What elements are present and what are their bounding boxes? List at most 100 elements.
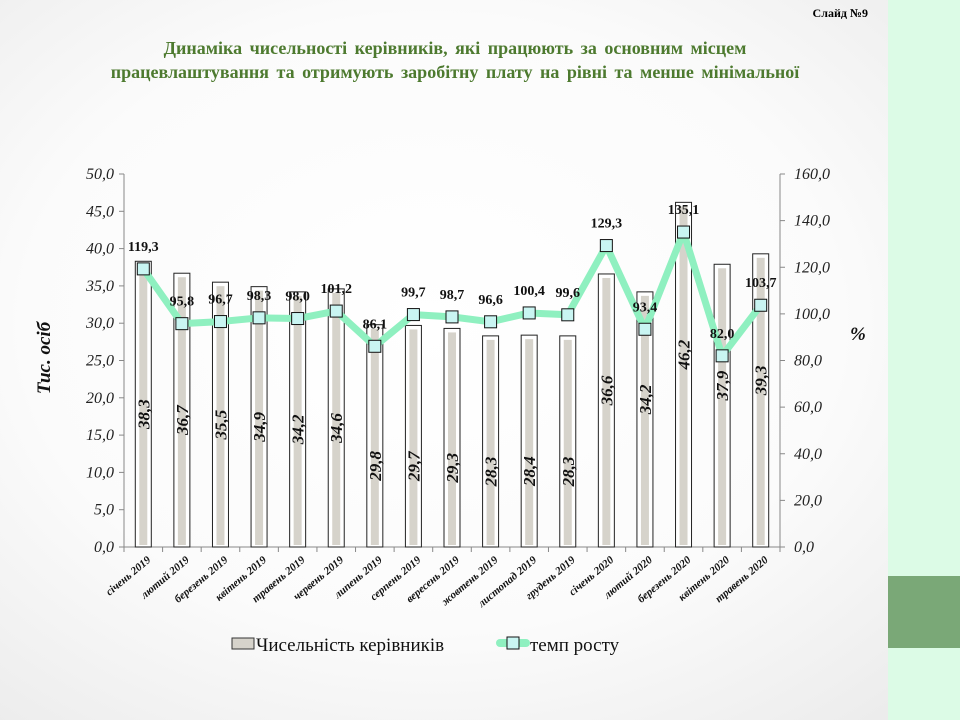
bar xyxy=(563,339,572,545)
left-tick-label: 5,0 xyxy=(94,502,114,519)
line-value-label: 98,0 xyxy=(285,290,310,305)
left-tick-label: 20,0 xyxy=(86,390,114,407)
chart-title: Динаміка чисельності керівників, які пра… xyxy=(20,36,890,84)
line-value-label: 95,8 xyxy=(170,295,195,310)
bar-value-label: 36,7 xyxy=(173,404,192,436)
bar-value-label: 46,2 xyxy=(675,339,694,370)
bar-value-label: 29,7 xyxy=(404,450,423,482)
bar xyxy=(409,329,418,545)
slide-number: Слайд №9 xyxy=(812,6,868,20)
right-tick-label: 160,0 xyxy=(794,166,830,183)
line-value-label: 99,7 xyxy=(401,286,426,301)
right-tick-label: 0,0 xyxy=(794,539,814,556)
bar-value-label: 29,8 xyxy=(366,450,385,481)
legend-bar-swatch xyxy=(231,637,255,650)
line-value-label: 119,3 xyxy=(128,240,159,255)
right-tick-label: 40,0 xyxy=(794,446,822,463)
line-value-label: 135,1 xyxy=(668,203,700,218)
left-tick-label: 25,0 xyxy=(86,353,114,370)
right-tick-label: 20,0 xyxy=(794,492,822,509)
bar-value-label: 37,9 xyxy=(713,370,732,401)
left-tick-label: 35,0 xyxy=(85,278,114,295)
bar-value-label: 34,2 xyxy=(636,384,655,415)
left-tick-label: 50,0 xyxy=(86,166,114,183)
y2-axis-title: % xyxy=(850,324,866,345)
left-tick-label: 30,0 xyxy=(85,315,114,332)
right-tick-label: 80,0 xyxy=(794,353,822,370)
line-marker xyxy=(136,262,150,276)
right-tick-label: 60,0 xyxy=(794,399,822,416)
line-marker xyxy=(484,315,498,329)
line-value-label: 86,1 xyxy=(363,317,388,332)
line-marker xyxy=(715,349,729,363)
right-tick-label: 120,0 xyxy=(794,259,830,276)
title-line-1: Динаміка чисельності керівників, які пра… xyxy=(163,38,747,58)
line-marker xyxy=(677,225,691,239)
line-marker xyxy=(561,308,575,322)
line-marker xyxy=(445,310,459,324)
bar-value-label: 28,3 xyxy=(559,456,578,487)
bar xyxy=(486,339,495,545)
line-marker xyxy=(368,339,382,353)
y-axis-title: Тис. осіб xyxy=(34,320,55,394)
bar-value-label: 34,2 xyxy=(289,414,308,445)
right-tick-label: 100,0 xyxy=(794,306,830,323)
legend-line-marker xyxy=(506,636,520,650)
bar xyxy=(679,206,688,545)
bar-value-label: 34,6 xyxy=(327,413,346,444)
line-marker xyxy=(252,311,266,325)
line-value-label: 82,0 xyxy=(710,327,735,342)
bar xyxy=(293,295,302,545)
left-tick-label: 10,0 xyxy=(86,464,114,481)
line-marker xyxy=(175,317,189,331)
side-block xyxy=(888,576,960,648)
line-marker xyxy=(754,298,768,312)
legend-bar-label: Чисельність керівників xyxy=(256,635,444,656)
bar-value-label: 28,4 xyxy=(520,456,539,487)
line-marker xyxy=(213,315,227,329)
line-value-label: 101,2 xyxy=(320,282,352,297)
bar-value-label: 38,3 xyxy=(134,399,153,430)
left-tick-label: 15,0 xyxy=(86,427,114,444)
line-marker xyxy=(638,322,652,336)
line-value-label: 129,3 xyxy=(591,217,623,232)
line-value-label: 96,7 xyxy=(208,293,233,308)
right-tick-label: 140,0 xyxy=(794,213,830,230)
line-marker xyxy=(522,306,536,320)
bar-value-label: 28,3 xyxy=(482,456,501,487)
bar xyxy=(332,292,341,545)
bar xyxy=(216,286,225,545)
line-value-label: 99,6 xyxy=(556,286,581,301)
line-value-label: 98,3 xyxy=(247,289,272,304)
line-value-label: 100,4 xyxy=(513,284,545,299)
bar xyxy=(177,277,186,545)
left-tick-label: 0,0 xyxy=(94,539,114,556)
bar xyxy=(640,295,649,545)
bar xyxy=(370,328,379,545)
line-marker xyxy=(291,312,305,326)
bar xyxy=(448,332,456,545)
line-value-label: 96,6 xyxy=(478,293,503,308)
line-marker xyxy=(599,239,613,253)
bar-value-label: 35,5 xyxy=(211,409,230,440)
bar-value-label: 36,6 xyxy=(597,375,616,406)
left-tick-label: 40,0 xyxy=(86,241,114,258)
bar xyxy=(602,277,611,545)
bar xyxy=(255,290,264,545)
bar xyxy=(139,265,148,545)
bar xyxy=(525,339,534,545)
left-tick-label: 45,0 xyxy=(86,203,114,220)
line-marker xyxy=(329,304,343,318)
bar xyxy=(756,257,765,545)
line-value-label: 93,4 xyxy=(633,300,658,315)
title-line-2: працевлаштування та отримують заробітну … xyxy=(110,62,800,82)
bar-value-label: 39,3 xyxy=(752,365,771,396)
line-value-label: 103,7 xyxy=(745,276,777,291)
legend-line-label: темп росту xyxy=(530,635,620,656)
bar-value-label: 29,3 xyxy=(443,452,462,483)
bar xyxy=(718,268,727,545)
line-marker xyxy=(406,308,420,322)
bar-value-label: 34,9 xyxy=(250,411,269,442)
line-value-label: 98,7 xyxy=(440,288,465,303)
